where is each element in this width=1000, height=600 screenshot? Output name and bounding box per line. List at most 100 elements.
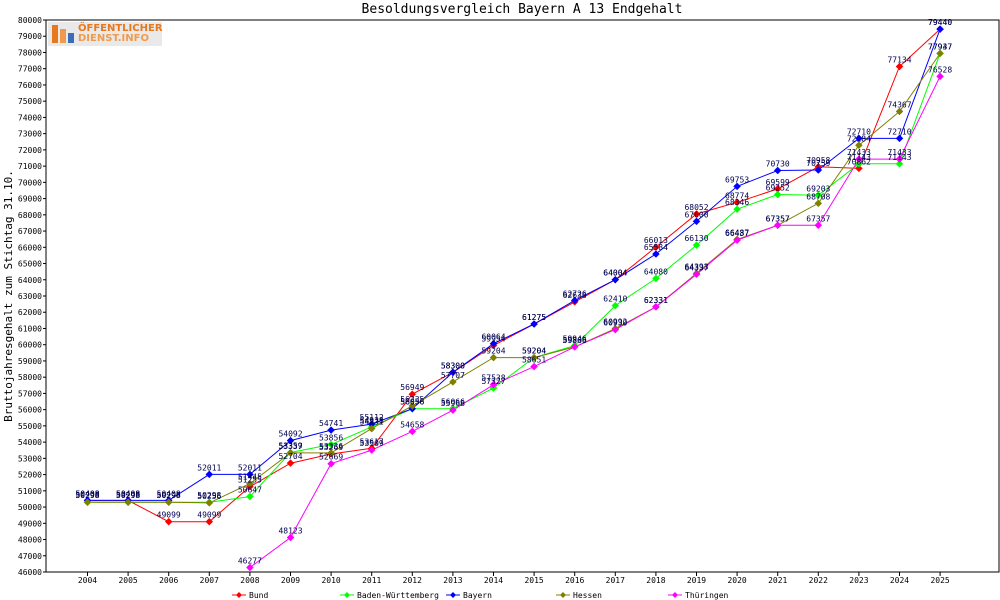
data-label: 62726 <box>563 289 587 298</box>
y-tick-label: 66000 <box>18 243 42 252</box>
data-label: 48123 <box>278 527 302 536</box>
data-point <box>895 159 904 168</box>
data-label: 66013 <box>644 236 668 245</box>
y-tick-label: 54000 <box>18 438 42 447</box>
x-tick-label: 2012 <box>403 576 422 585</box>
data-label: 64080 <box>644 267 668 276</box>
data-label: 54938 <box>360 416 384 425</box>
data-point <box>367 424 376 433</box>
data-label: 64393 <box>684 262 708 271</box>
data-label: 52704 <box>278 452 302 461</box>
data-point <box>327 426 335 434</box>
data-point <box>855 164 863 173</box>
data-label: 50298 <box>116 491 140 500</box>
data-point <box>895 155 904 163</box>
y-axis-label: Bruttojahresgehalt zum Stichtag 31.10. <box>2 170 15 422</box>
data-point <box>327 459 335 468</box>
data-label: 59866 <box>563 336 587 345</box>
data-label: 50408 <box>157 489 181 498</box>
y-tick-label: 76000 <box>18 81 42 90</box>
y-tick-label: 62000 <box>18 308 42 317</box>
legend: Bund Baden-Württemberg Bayern Hessen Thüring… <box>232 591 729 600</box>
y-tick-label: 51000 <box>18 487 42 496</box>
data-point <box>773 190 782 199</box>
data-point <box>286 459 295 468</box>
data-labels: 50408 50408 49099 49099 51255 52704 53269 53617… <box>75 18 952 565</box>
data-label: 67357 <box>806 214 830 223</box>
y-tick-label: 71000 <box>18 162 42 171</box>
data-point <box>449 368 457 377</box>
data-point <box>814 199 823 208</box>
data-label: 59204 <box>522 347 546 356</box>
y-tick-label: 53000 <box>18 454 42 463</box>
x-tick-label: 2017 <box>606 576 625 585</box>
data-label: 50298 <box>116 491 140 500</box>
logo-text-line1: ÖFFENTLICHER <box>78 23 163 34</box>
legend-marker <box>672 592 678 598</box>
x-tick-label: 2018 <box>646 576 665 585</box>
data-label: 71143 <box>887 153 911 162</box>
y-tick-label: 50000 <box>18 503 42 512</box>
data-label: 55968 <box>441 399 465 408</box>
data-point <box>733 236 741 245</box>
legend-marker <box>560 592 566 598</box>
x-tick-label: 2008 <box>240 576 259 585</box>
data-label: 57707 <box>441 371 465 380</box>
data-label: 72284 <box>847 134 871 143</box>
data-point <box>286 449 295 457</box>
y-tick-label: 75000 <box>18 97 42 106</box>
data-label: 56066 <box>441 398 465 407</box>
data-label: 74367 <box>887 100 911 109</box>
data-point <box>530 362 538 371</box>
data-point <box>164 498 173 507</box>
data-label: 61275 <box>522 313 546 322</box>
data-label: 67357 <box>766 214 790 223</box>
data-label: 71143 <box>847 153 871 162</box>
plot-frame <box>45 19 1000 573</box>
data-label: 53337 <box>278 442 302 451</box>
x-tick-label: 2006 <box>159 576 178 585</box>
data-label: 58300 <box>441 361 465 370</box>
data-label: 50647 <box>238 486 262 495</box>
data-point <box>286 533 295 542</box>
data-label: 54092 <box>278 430 302 439</box>
data-point <box>489 339 498 348</box>
y-tick-label: 78000 <box>18 48 42 57</box>
data-label: 50408 <box>116 489 140 498</box>
data-label: 68052 <box>684 203 708 212</box>
legend-label: Baden-Württemberg <box>357 591 439 600</box>
series-points <box>83 25 944 572</box>
data-label: 59204 <box>522 347 546 356</box>
data-point <box>408 390 417 399</box>
data-label: 50298 <box>157 491 181 500</box>
data-label: 59954 <box>481 334 505 343</box>
data-label: 71433 <box>847 148 871 157</box>
data-label: 57327 <box>481 377 505 386</box>
y-tick-label: 61000 <box>18 324 42 333</box>
data-label: 77134 <box>887 56 911 65</box>
data-label: 68346 <box>725 198 749 207</box>
data-point <box>855 141 863 150</box>
legend-marker <box>344 592 350 598</box>
data-point <box>652 303 660 311</box>
data-label: 52011 <box>197 463 221 472</box>
data-point <box>205 517 214 526</box>
data-label: 62636 <box>563 291 587 300</box>
x-tick-label: 2014 <box>484 576 503 585</box>
data-label: 50256 <box>197 492 221 501</box>
data-point <box>692 270 701 279</box>
data-label: 69753 <box>725 175 749 184</box>
data-point <box>530 320 538 328</box>
y-tick-label: 49000 <box>18 519 42 528</box>
y-tick-label: 47000 <box>18 552 42 561</box>
data-point <box>570 343 579 351</box>
y-tick-label: 55000 <box>18 422 42 431</box>
data-point <box>855 159 863 168</box>
data-label: 60992 <box>603 318 627 327</box>
data-label: 53509 <box>360 439 384 448</box>
data-label: 69599 <box>766 178 790 187</box>
data-point <box>773 166 782 175</box>
logo-mark-icon <box>52 25 74 43</box>
data-label: 68774 <box>725 191 749 200</box>
data-label: 72710 <box>847 127 871 136</box>
